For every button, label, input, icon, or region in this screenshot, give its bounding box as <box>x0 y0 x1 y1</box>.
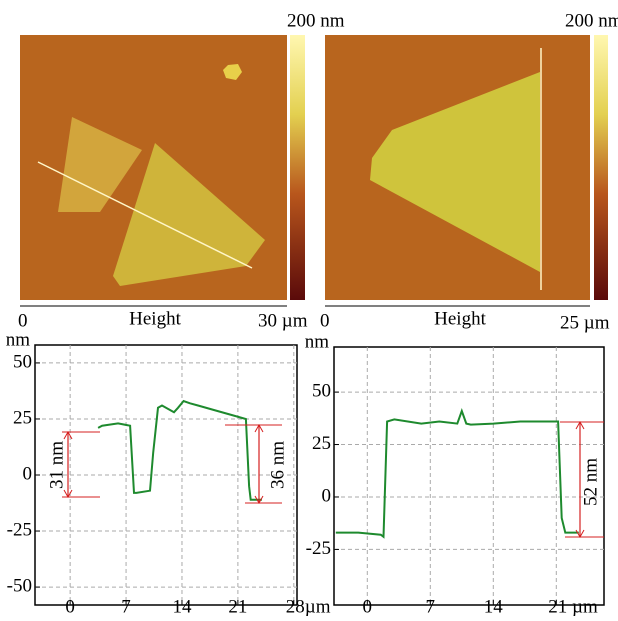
y-axis-label: nm <box>305 331 330 352</box>
y-tick-label: 0 <box>322 485 332 506</box>
y-tick-label: 50 <box>13 351 32 372</box>
scale-end: 25 µm <box>560 312 610 333</box>
arrow-head <box>254 423 264 505</box>
flake <box>223 64 242 80</box>
x-tick-label: 7 <box>121 596 131 616</box>
colorbar <box>290 35 305 300</box>
x-tick-label: 28µm <box>286 596 331 616</box>
x-tick-label: 21 µm <box>548 596 598 616</box>
y-tick-label: -25 <box>306 538 331 559</box>
x-tick-label: 0 <box>363 596 373 616</box>
x-tick-label: 14 <box>484 596 504 616</box>
scale-end: 30 µm <box>258 310 308 331</box>
colorbar <box>594 35 608 300</box>
plot-frame <box>333 346 605 606</box>
colorbar-label: 200 nm <box>287 10 345 31</box>
y-tick-label: 25 <box>312 433 331 454</box>
profile-curve <box>97 399 262 501</box>
annotation: 36 nm <box>267 441 288 489</box>
x-tick-label: 14 <box>172 596 192 616</box>
y-tick-label: 0 <box>23 463 33 484</box>
y-tick-label: -25 <box>7 519 32 540</box>
x-tick-label: 21 <box>228 596 247 616</box>
scale-label: Height <box>434 308 486 329</box>
scale-start: 0 <box>320 310 330 331</box>
arrow-head <box>63 430 73 499</box>
annotation: 31 nm <box>46 441 67 489</box>
flake <box>370 72 540 272</box>
arrow-head <box>575 420 585 539</box>
x-tick-label: 7 <box>426 596 436 616</box>
y-tick-label: 25 <box>13 407 32 428</box>
scale-start: 0 <box>18 310 28 331</box>
scale-label: Height <box>129 308 181 329</box>
plot-frame <box>34 344 298 606</box>
y-axis-label: nm <box>6 329 31 350</box>
afm-image-2: 200 nm 0 Height 25 µm <box>320 10 618 333</box>
y-tick-label: -50 <box>7 575 32 596</box>
afm-image-1: 200 nm 0 Height 30 µm <box>18 10 345 331</box>
y-tick-label: 50 <box>312 380 331 401</box>
x-tick-label: 0 <box>65 596 75 616</box>
flake <box>113 143 265 286</box>
annotation: 52 nm <box>580 458 601 506</box>
flake <box>58 117 142 212</box>
profile-curve <box>335 408 579 539</box>
profile-line <box>37 161 253 269</box>
colorbar-label: 200 nm <box>565 10 618 31</box>
